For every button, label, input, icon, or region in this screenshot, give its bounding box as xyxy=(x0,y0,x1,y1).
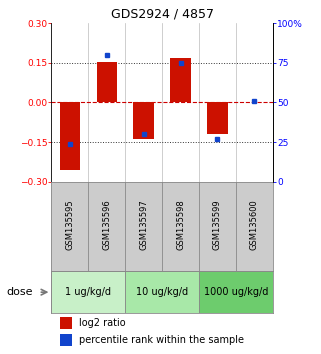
Bar xyxy=(51,271,125,313)
Text: GSM135595: GSM135595 xyxy=(65,199,74,250)
Text: 10 ug/kg/d: 10 ug/kg/d xyxy=(136,287,188,297)
Bar xyxy=(60,334,73,346)
Bar xyxy=(134,102,154,139)
Bar xyxy=(199,271,273,313)
Bar xyxy=(60,317,73,329)
Bar xyxy=(207,102,228,134)
Text: 1000 ug/kg/d: 1000 ug/kg/d xyxy=(204,287,268,297)
Text: dose: dose xyxy=(6,287,33,297)
Text: GSM135599: GSM135599 xyxy=(213,199,222,250)
Bar xyxy=(97,62,117,102)
Text: 1 ug/kg/d: 1 ug/kg/d xyxy=(65,287,111,297)
Bar xyxy=(125,271,199,313)
Text: percentile rank within the sample: percentile rank within the sample xyxy=(79,335,244,345)
Bar xyxy=(170,58,191,102)
Text: GSM135597: GSM135597 xyxy=(139,199,148,250)
Text: log2 ratio: log2 ratio xyxy=(79,318,126,328)
Text: GSM135598: GSM135598 xyxy=(176,199,185,250)
Text: GSM135600: GSM135600 xyxy=(250,199,259,250)
Title: GDS2924 / 4857: GDS2924 / 4857 xyxy=(111,7,213,21)
Bar xyxy=(60,102,80,170)
Text: GSM135596: GSM135596 xyxy=(102,199,111,250)
